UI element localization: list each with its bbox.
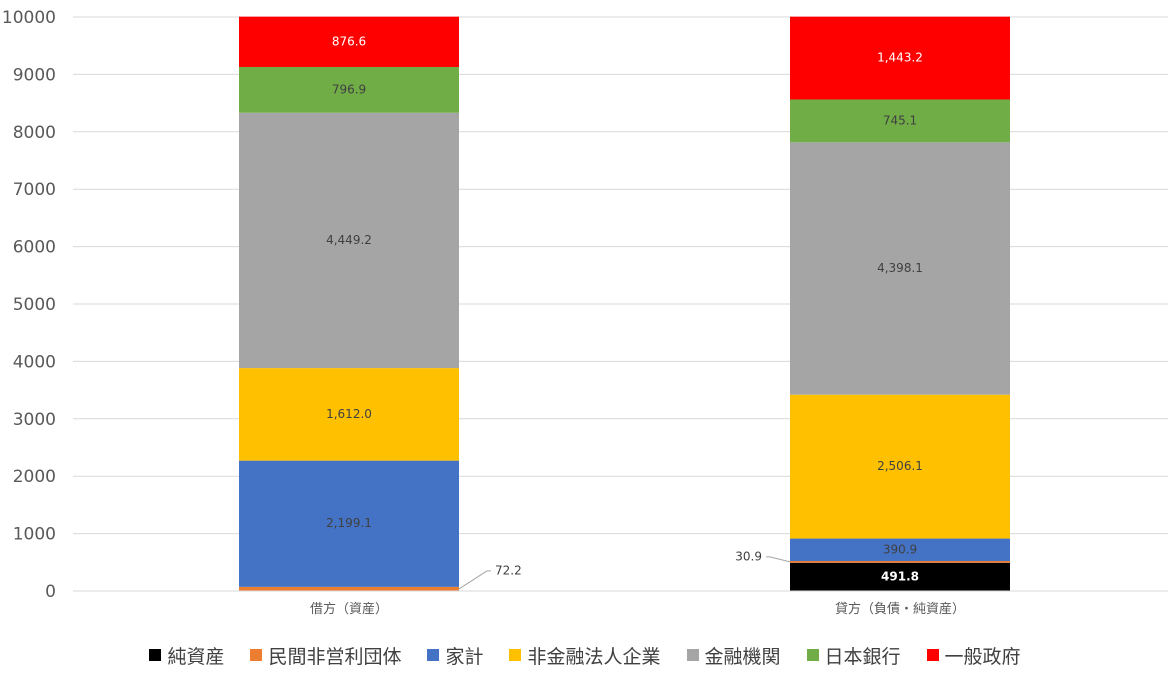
bar-segment — [239, 586, 459, 591]
y-tick-label: 10000 — [2, 8, 56, 28]
y-tick-label: 1000 — [13, 525, 56, 545]
y-tick-label: 0 — [45, 582, 56, 602]
legend-swatch — [686, 649, 699, 661]
bar-segment — [790, 142, 1010, 395]
bar-segment — [790, 394, 1010, 539]
x-tick-label: 貸方（負債・純資産） — [835, 601, 965, 617]
data-label: 491.8 — [881, 569, 919, 583]
legend-item: 非金融法人企業 — [509, 642, 661, 669]
legend-label: 金融機関 — [704, 645, 781, 668]
data-label: 2,199.1 — [326, 516, 372, 530]
y-tick-label: 9000 — [13, 65, 56, 85]
legend-swatch — [806, 649, 819, 661]
data-label: 876.6 — [332, 34, 366, 48]
y-tick-label: 3000 — [13, 410, 56, 430]
bar-segment — [239, 368, 459, 461]
bar-segment — [239, 16, 459, 67]
bar-segment — [790, 560, 1010, 563]
bar-segment — [790, 538, 1010, 561]
legend-item: 家計 — [427, 642, 483, 669]
y-tick-label: 5000 — [13, 295, 56, 315]
bar-segment — [790, 16, 1010, 100]
legend-label: 家計 — [445, 645, 484, 668]
data-label: 4,398.1 — [877, 261, 923, 275]
data-label: 796.9 — [332, 82, 366, 96]
y-tick-label: 4000 — [13, 352, 56, 372]
legend-swatch — [149, 649, 162, 661]
data-label: 390.9 — [883, 542, 917, 556]
legend-item: 一般政府 — [926, 642, 1021, 669]
x-tick-label: 借方（資産） — [310, 601, 388, 617]
y-tick-label: 2000 — [13, 467, 56, 487]
data-label: 4,449.2 — [326, 233, 372, 247]
legend-label: 非金融法人企業 — [527, 645, 661, 668]
legend-swatch — [250, 649, 263, 661]
x-axis: 借方（資産） 貸方（負債・純資産） — [73, 590, 1168, 617]
bar-segment — [239, 460, 459, 587]
bar-segment — [790, 99, 1010, 143]
legend-item: 日本銀行 — [806, 642, 901, 669]
legend-item: 金融機関 — [686, 642, 781, 669]
legend-label: 民間非営利団体 — [268, 645, 402, 668]
bar-segments: 72.2 2,199.1 1,612.0 4,449.2 796.9 876.6 491.8… — [239, 16, 1010, 591]
y-tick-label: 7000 — [13, 180, 56, 200]
legend-swatch — [427, 649, 440, 661]
legend-item: 民間非営利団体 — [250, 642, 401, 669]
legend-swatch — [926, 649, 939, 661]
data-label: 2,506.1 — [877, 459, 923, 473]
leader-line — [766, 556, 791, 563]
legend-label: 純資産 — [167, 645, 225, 668]
leader-line — [458, 570, 491, 590]
y-tick-label: 8000 — [13, 123, 56, 143]
data-label: 1,612.0 — [326, 407, 372, 421]
data-label: 1,443.2 — [877, 51, 923, 65]
stacked-bar-chart: 0 1000 2000 3000 4000 5000 6000 7000 8000 9000 100… — [2, 8, 1168, 617]
data-label: 30.9 — [735, 549, 762, 563]
bar-segment — [239, 112, 459, 369]
bar-segment — [790, 562, 1010, 591]
legend-item: 純資産 — [149, 642, 224, 669]
legend-label: 一般政府 — [944, 645, 1021, 668]
data-label: 745.1 — [883, 113, 917, 127]
y-tick-label: 6000 — [13, 238, 56, 258]
legend: 純資産 民間非営利団体 家計 非金融法人企業 金融機関 日本銀行 一般政府 — [0, 638, 1170, 672]
bar-segment — [239, 66, 459, 113]
y-axis-ticks: 0 1000 2000 3000 4000 5000 6000 7000 8000 9000 100… — [2, 8, 56, 602]
legend-label: 日本銀行 — [824, 645, 901, 668]
data-label: 72.2 — [495, 563, 522, 577]
legend-swatch — [509, 649, 522, 661]
